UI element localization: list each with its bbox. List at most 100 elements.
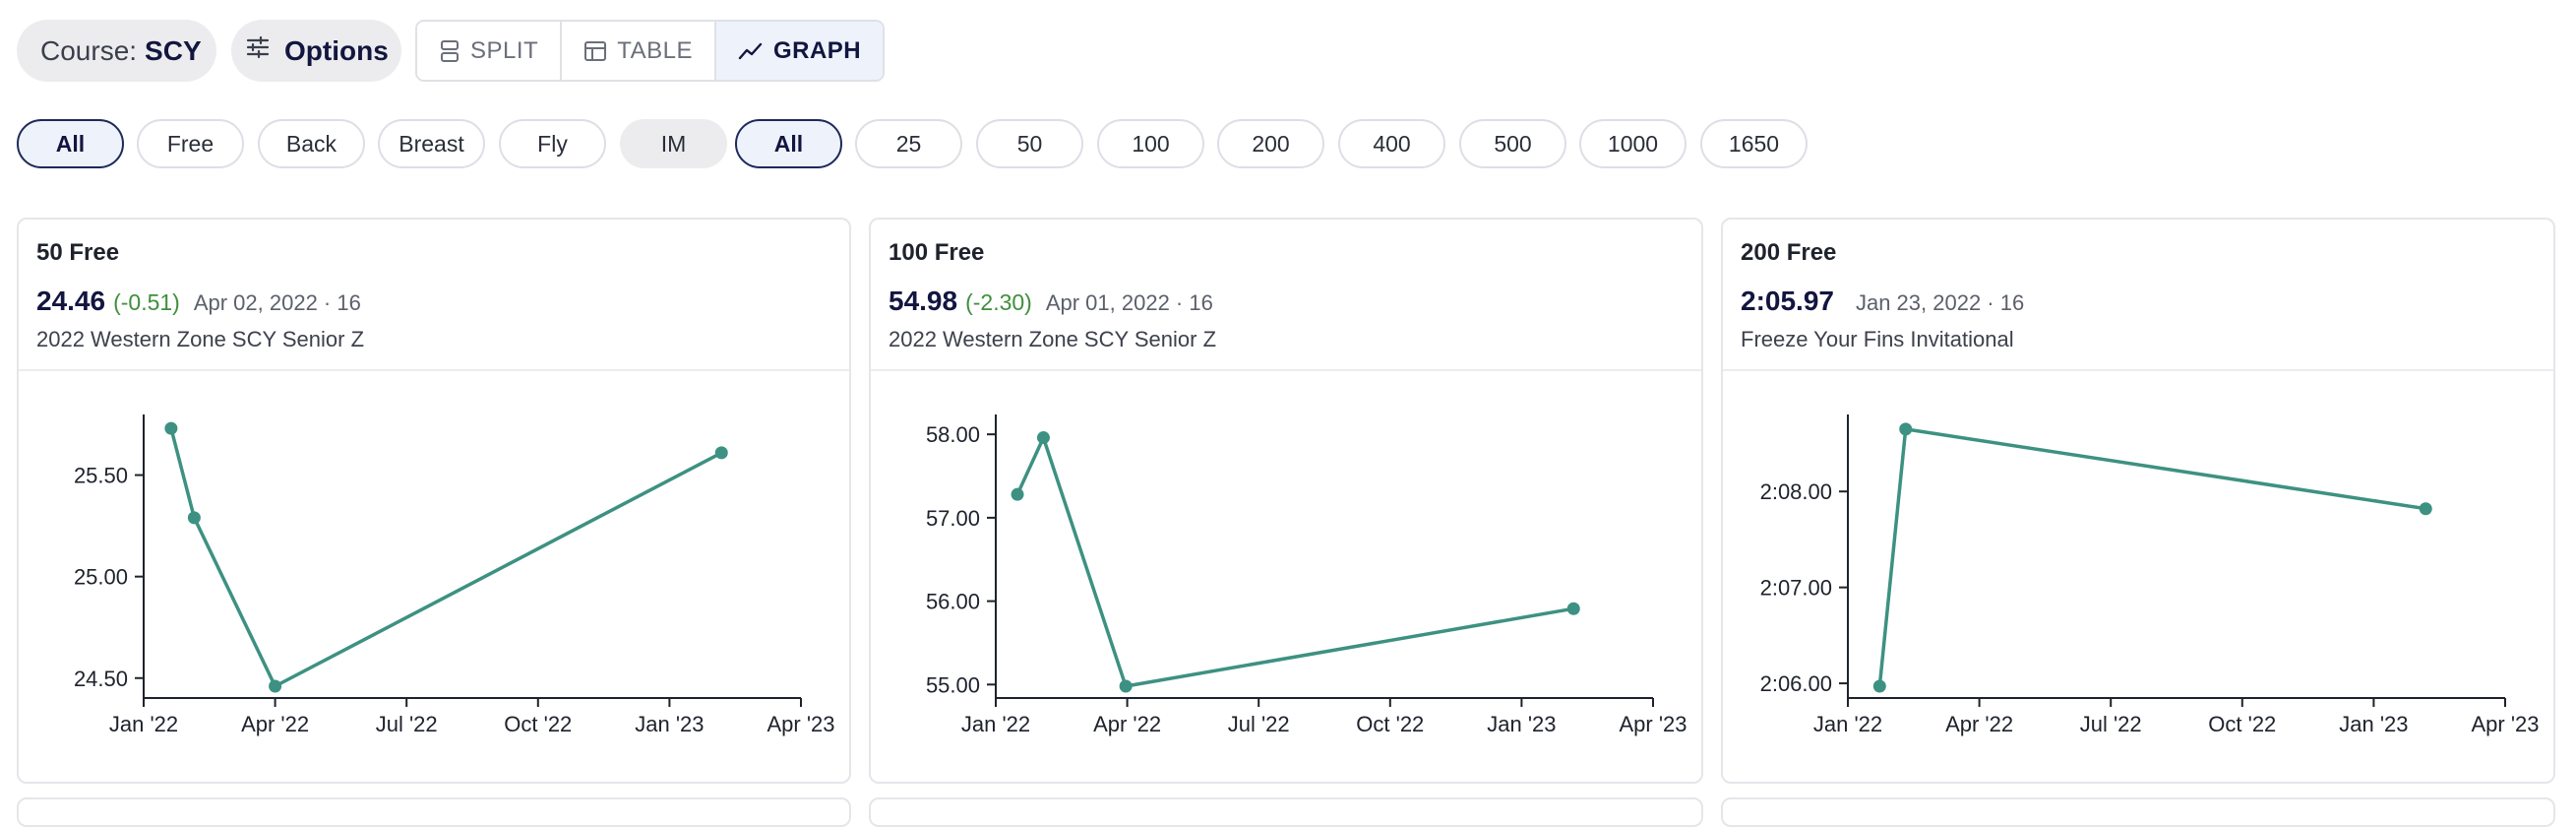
x-tick-label: Jan '22 bbox=[109, 712, 178, 736]
event-card-200-free[interactable]: 200 Free 2:05.97 Jan 23, 2022 · 16 Freez… bbox=[1721, 218, 2555, 784]
stroke-chip-fly[interactable]: Fly bbox=[499, 119, 606, 168]
options-button[interactable]: Options bbox=[231, 20, 401, 82]
stroke-chip-back[interactable]: Back bbox=[258, 119, 365, 168]
chip-label: 25 bbox=[895, 130, 922, 157]
view-table-label: TABLE bbox=[617, 36, 693, 64]
chip-label: All bbox=[773, 130, 804, 157]
series-line bbox=[169, 427, 723, 688]
graph-icon bbox=[738, 40, 764, 62]
distance-chip-400[interactable]: 400 bbox=[1338, 119, 1445, 168]
best-time-row: 54.98 (-2.30) Apr 01, 2022 · 16 bbox=[889, 286, 1213, 317]
distance-chip-1650[interactable]: 1650 bbox=[1700, 119, 1808, 168]
time-chart: Jan '22 Apr '22 Jul '22 Oct '22 Jan '23 Apr '… bbox=[1760, 414, 2540, 736]
best-time-row: 2:05.97 Jan 23, 2022 · 16 bbox=[1741, 286, 2024, 317]
view-graph-label: GRAPH bbox=[772, 36, 862, 64]
x-tick-label: Jul '22 bbox=[1228, 712, 1290, 736]
x-tick-label: Apr '22 bbox=[241, 712, 309, 736]
distance-chip-all[interactable]: All bbox=[735, 119, 842, 168]
data-point[interactable] bbox=[1872, 679, 1886, 693]
x-tick-label: Jan '22 bbox=[1813, 712, 1882, 736]
data-point[interactable] bbox=[1566, 602, 1580, 615]
data-point[interactable] bbox=[1011, 487, 1024, 501]
chip-label: 200 bbox=[1252, 130, 1290, 157]
y-tick-label: 2:06.00 bbox=[1760, 671, 1832, 696]
event-title: 200 Free bbox=[1741, 239, 1837, 266]
time-delta: (-2.30) bbox=[965, 289, 1032, 315]
y-tick-label: 2:07.00 bbox=[1760, 576, 1832, 601]
sliders-icon bbox=[245, 34, 271, 67]
distance-chip-500[interactable]: 500 bbox=[1459, 119, 1566, 168]
x-tick-label: Apr '23 bbox=[767, 712, 834, 736]
event-card-50-free[interactable]: 50 Free 24.46 (-0.51) Apr 02, 2022 · 16 … bbox=[17, 218, 851, 784]
data-point[interactable] bbox=[2419, 502, 2432, 516]
data-point[interactable] bbox=[269, 679, 282, 693]
distance-chip-1000[interactable]: 1000 bbox=[1579, 119, 1687, 168]
y-tick-label: 58.00 bbox=[926, 422, 980, 447]
best-time-row: 24.46 (-0.51) Apr 02, 2022 · 16 bbox=[36, 286, 361, 317]
data-point[interactable] bbox=[1899, 422, 1913, 436]
chip-label: 50 bbox=[1016, 130, 1043, 157]
toolbar: Course: SCY Options SPLIT bbox=[17, 20, 886, 82]
chip-label: Back bbox=[285, 130, 337, 157]
x-tick-label: Jan '23 bbox=[1487, 712, 1556, 736]
course-selector[interactable]: Course: SCY bbox=[17, 20, 216, 82]
x-tick-label: Apr '23 bbox=[1619, 712, 1687, 736]
stroke-chip-free[interactable]: Free bbox=[137, 119, 244, 168]
course-label: Course: bbox=[40, 34, 138, 66]
swim-date-age: Jan 23, 2022 · 16 bbox=[1855, 290, 2025, 315]
y-tick-label: 25.50 bbox=[74, 464, 128, 488]
meet-name: 2022 Western Zone SCY Senior Z bbox=[889, 327, 1217, 351]
y-tick-label: 55.00 bbox=[926, 672, 980, 697]
y-tick-label: 2:08.00 bbox=[1760, 479, 1832, 504]
swim-date-age: Apr 01, 2022 · 16 bbox=[1045, 290, 1213, 315]
distance-chip-25[interactable]: 25 bbox=[855, 119, 962, 168]
data-point[interactable] bbox=[164, 421, 178, 435]
best-time: 54.98 bbox=[889, 286, 958, 316]
event-card-partial[interactable] bbox=[17, 797, 851, 827]
x-tick-label: Jan '23 bbox=[2339, 712, 2408, 736]
stroke-chip-all[interactable]: All bbox=[17, 119, 124, 168]
x-tick-label: Oct '22 bbox=[2208, 712, 2276, 736]
distance-chip-50[interactable]: 50 bbox=[976, 119, 1083, 168]
chip-label: 1000 bbox=[1607, 130, 1659, 157]
view-split-button[interactable]: SPLIT bbox=[417, 22, 563, 80]
view-table-button[interactable]: TABLE bbox=[562, 22, 716, 80]
event-title: 50 Free bbox=[36, 239, 120, 266]
card-header: 200 Free 2:05.97 Jan 23, 2022 · 16 Freez… bbox=[1723, 220, 2553, 371]
data-point[interactable] bbox=[1119, 679, 1133, 693]
time-delta: (-0.51) bbox=[113, 289, 180, 315]
stroke-chip-breast[interactable]: Breast bbox=[378, 119, 485, 168]
chip-label: Fly bbox=[537, 130, 568, 157]
chip-label: Breast bbox=[399, 130, 464, 157]
data-point[interactable] bbox=[1036, 431, 1050, 445]
view-switcher: SPLIT TABLE GRAPH bbox=[415, 20, 886, 82]
chip-label: All bbox=[55, 130, 86, 157]
distance-chip-200[interactable]: 200 bbox=[1217, 119, 1324, 168]
x-tick-label: Apr '22 bbox=[1093, 712, 1161, 736]
table-icon bbox=[583, 39, 607, 63]
view-graph-button[interactable]: GRAPH bbox=[715, 22, 884, 80]
x-tick-label: Jul '22 bbox=[2080, 712, 2142, 736]
x-tick-label: Jan '23 bbox=[635, 712, 704, 736]
meet-name: Freeze Your Fins Invitational bbox=[1741, 327, 2014, 351]
meet-name: 2022 Western Zone SCY Senior Z bbox=[36, 327, 365, 351]
split-icon bbox=[439, 39, 460, 63]
event-card-partial[interactable] bbox=[869, 797, 1703, 827]
series-line bbox=[1015, 435, 1574, 688]
stroke-chip-im[interactable]: IM bbox=[620, 119, 727, 168]
chip-label: Free bbox=[166, 130, 215, 157]
distance-chip-100[interactable]: 100 bbox=[1097, 119, 1204, 168]
x-tick-label: Apr '22 bbox=[1945, 712, 2013, 736]
y-tick-label: 25.00 bbox=[74, 565, 128, 590]
options-label: Options bbox=[284, 34, 389, 66]
chip-label: 100 bbox=[1132, 130, 1170, 157]
data-point[interactable] bbox=[714, 446, 728, 460]
swim-date-age: Apr 02, 2022 · 16 bbox=[193, 290, 361, 315]
data-point[interactable] bbox=[187, 511, 201, 525]
chip-label: 1650 bbox=[1728, 130, 1780, 157]
x-tick-label: Oct '22 bbox=[1356, 712, 1424, 736]
event-card-100-free[interactable]: 100 Free 54.98 (-2.30) Apr 01, 2022 · 16… bbox=[869, 218, 1703, 784]
best-time: 2:05.97 bbox=[1741, 286, 1834, 316]
card-header: 50 Free 24.46 (-0.51) Apr 02, 2022 · 16 … bbox=[19, 220, 849, 371]
event-card-partial[interactable] bbox=[1721, 797, 2555, 827]
